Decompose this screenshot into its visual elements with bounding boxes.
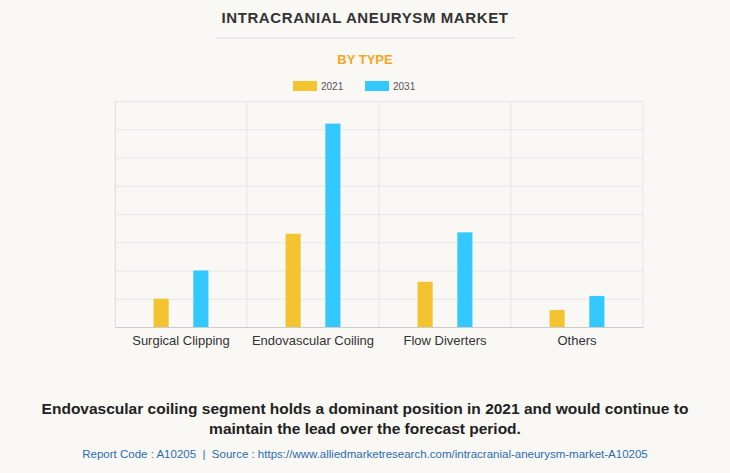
x-axis-line	[116, 327, 644, 328]
legend-label: 2031	[393, 81, 416, 92]
chart: INTRACRANIAL ANEURYSM MARKETBY TYPE20212…	[0, 0, 730, 473]
source: Report Code : A10205 | Source : https://…	[82, 448, 647, 460]
bars	[154, 124, 605, 327]
x-tick: Surgical Clipping	[132, 327, 230, 348]
separator	[115, 101, 116, 327]
bar	[193, 271, 208, 328]
separator	[511, 101, 512, 327]
title-rule	[215, 38, 515, 39]
bar	[325, 124, 340, 327]
bar	[589, 296, 604, 327]
y-tick	[115, 327, 643, 328]
separator	[247, 101, 248, 327]
separators	[115, 101, 643, 327]
legend-label: 2021	[321, 81, 344, 92]
bar	[457, 232, 472, 327]
x-tick-label: Surgical Clipping	[132, 333, 230, 348]
caption: maintain the lead over the forecast peri…	[209, 420, 521, 437]
title: INTRACRANIAL ANEURYSM MARKET	[221, 9, 508, 26]
grid-line	[115, 327, 643, 328]
caption: Endovascular coiling segment holds a dom…	[42, 400, 689, 417]
plot: Surgical Clipping Endovascular Coiling Flo…	[115, 101, 644, 348]
bar	[418, 282, 433, 327]
legend-swatch	[293, 81, 317, 91]
y-axis-line	[116, 102, 644, 328]
y-axis	[115, 102, 643, 328]
bar	[550, 310, 565, 327]
separator	[643, 101, 644, 327]
legend: 2021 2031	[293, 81, 416, 92]
x-axis: Surgical Clipping Endovascular Coiling Flo…	[116, 327, 644, 348]
separator	[379, 101, 380, 327]
x-tick: Endovascular Coiling	[252, 327, 374, 348]
background	[0, 0, 730, 473]
x-tick: Others	[557, 327, 597, 348]
x-tick: Flow Diverters	[403, 327, 487, 348]
x-tick-label: Others	[557, 333, 597, 348]
x-tick-label: Endovascular Coiling	[252, 333, 374, 348]
subtitle: BY TYPE	[337, 52, 393, 67]
bar	[154, 299, 169, 327]
legend-swatch	[365, 81, 389, 91]
x-tick-label: Flow Diverters	[403, 333, 487, 348]
bar	[286, 234, 301, 327]
